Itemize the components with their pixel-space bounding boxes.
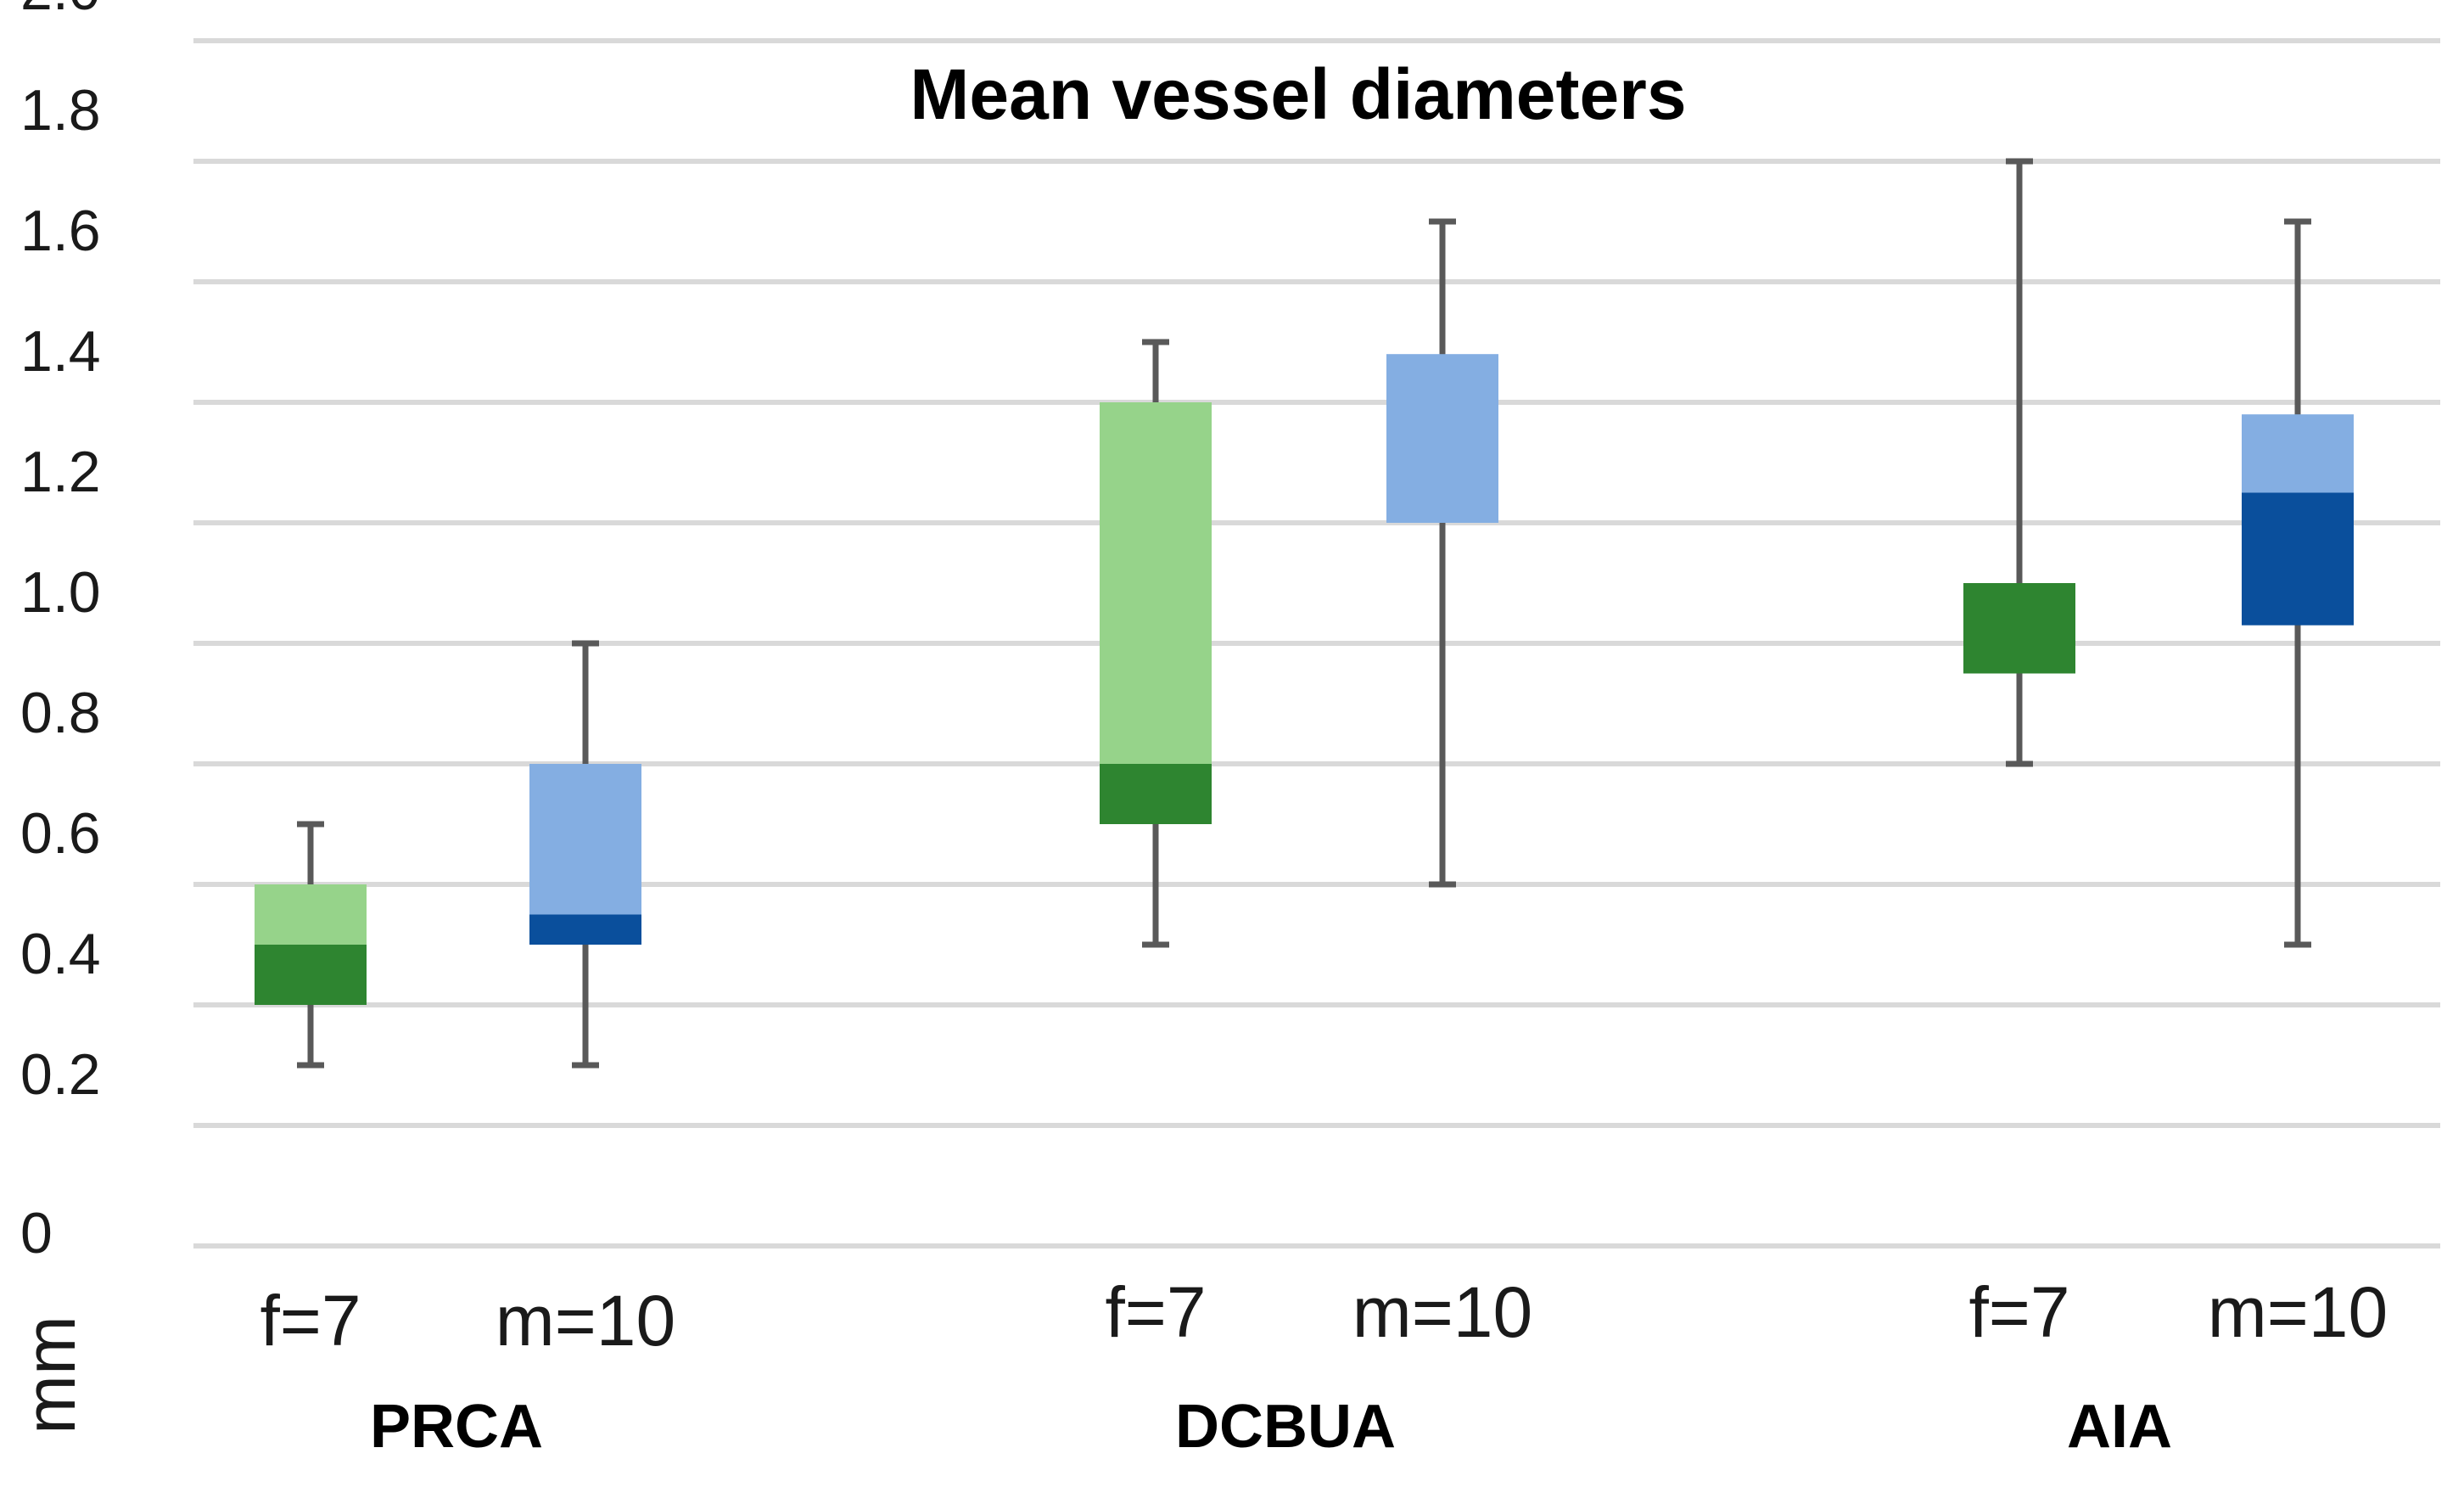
dcbua-female-upper-box	[1100, 402, 1212, 764]
y-tick-label: 2.0	[20, 0, 101, 22]
aia-female-category-label: f=7	[1968, 1272, 2069, 1352]
dcbua-female-lower-box	[1100, 764, 1212, 824]
y-tick-label: 1.0	[20, 560, 101, 625]
y-tick-label: 0.4	[20, 922, 101, 986]
x-axis-category-labels: f=7 m=10 f=7 m=10 f=7 m=10	[260, 1272, 2388, 1361]
group-label-prca: PRCA	[370, 1393, 543, 1461]
prca-female-upper-box	[255, 884, 367, 945]
y-tick-label: 0.6	[20, 801, 101, 866]
aia-male-upper-box	[2242, 414, 2354, 493]
box-series	[255, 158, 2354, 1069]
y-tick-label: 0.8	[20, 681, 101, 745]
prca-female-lower-box	[255, 945, 367, 1005]
prca-female-category-label: f=7	[260, 1281, 361, 1361]
prca-male-category-label: m=10	[496, 1281, 675, 1361]
y-tick-label: 0	[20, 1201, 53, 1265]
aia-male-lower-box	[2242, 492, 2354, 626]
dcbua-female-category-label: f=7	[1105, 1272, 1206, 1352]
prca-male-lower-box	[529, 914, 641, 945]
dcbua-male-upper-box	[1386, 354, 1498, 523]
prca-male-upper-box	[529, 764, 641, 915]
grid-lines	[193, 38, 2440, 1249]
y-axis-ticks: 0 0.2 0.4 0.6 0.8 1.0 1.2 1.4 1.6 1.8 2.0	[20, 0, 101, 1265]
y-axis-label: mm	[10, 1316, 90, 1434]
y-tick-label: 1.4	[20, 319, 101, 384]
x-axis-group-labels: PRCA DCBUA AIA	[370, 1393, 2172, 1461]
y-tick-label: 1.2	[20, 440, 101, 504]
y-tick-label: 1.6	[20, 199, 101, 263]
dcbua-male-category-label: m=10	[1352, 1272, 1532, 1352]
group-label-dcbua: DCBUA	[1175, 1393, 1396, 1461]
group-label-aia: AIA	[2067, 1393, 2172, 1461]
y-tick-label: 1.8	[20, 78, 101, 143]
chart-title: Mean vessel diameters	[910, 54, 1686, 134]
y-tick-label: 0.2	[20, 1042, 101, 1107]
aia-female-lower-box	[1963, 583, 2075, 674]
aia-male-category-label: m=10	[2208, 1272, 2388, 1352]
